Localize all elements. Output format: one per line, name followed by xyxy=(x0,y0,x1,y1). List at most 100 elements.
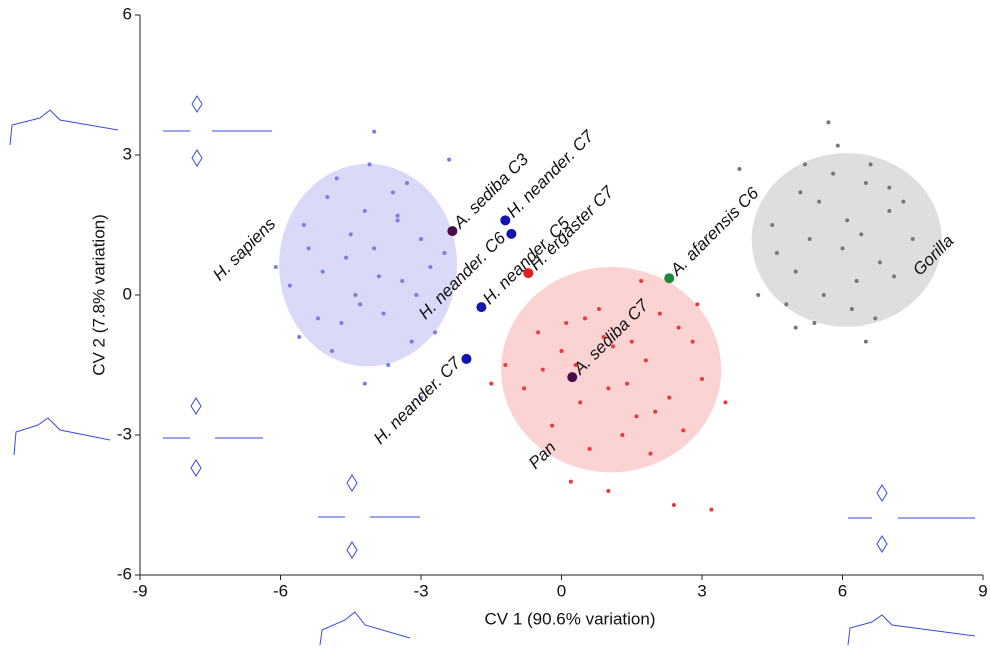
ellipse xyxy=(751,153,942,327)
point xyxy=(803,162,808,167)
point xyxy=(334,176,339,181)
point xyxy=(386,363,391,367)
point xyxy=(700,377,704,381)
point xyxy=(320,269,325,274)
point xyxy=(770,223,775,227)
point xyxy=(353,293,358,297)
y-tick-label: 0 xyxy=(123,284,132,303)
point xyxy=(503,363,508,367)
point xyxy=(376,274,381,279)
y-tick-label: -6 xyxy=(117,564,132,583)
point xyxy=(643,358,648,363)
point xyxy=(817,199,822,204)
x-tick-label: -9 xyxy=(132,581,147,600)
specimen-point xyxy=(664,273,675,284)
point xyxy=(414,293,419,297)
point xyxy=(587,447,592,451)
point xyxy=(358,302,363,307)
shape-diagrams xyxy=(9,95,976,646)
point xyxy=(428,265,433,269)
point xyxy=(667,395,672,400)
ellipse xyxy=(501,267,722,473)
point xyxy=(315,316,320,321)
point xyxy=(831,171,836,176)
point xyxy=(887,185,892,190)
point xyxy=(849,307,854,311)
point xyxy=(634,414,639,419)
point xyxy=(784,302,789,307)
specimen-point xyxy=(461,353,472,364)
point xyxy=(536,330,541,335)
point xyxy=(601,335,606,339)
point xyxy=(372,129,377,134)
point xyxy=(362,381,367,386)
point xyxy=(550,423,555,428)
point xyxy=(395,218,400,223)
point xyxy=(821,293,826,297)
point xyxy=(325,195,330,199)
point xyxy=(625,381,630,386)
point xyxy=(901,199,906,204)
point xyxy=(793,269,798,274)
point xyxy=(381,311,386,316)
point xyxy=(629,339,634,344)
y-axis-title: CV 2 (7.8% variation) xyxy=(89,214,108,376)
point xyxy=(606,386,611,391)
point xyxy=(863,181,868,185)
point xyxy=(301,223,306,227)
specimen-point xyxy=(567,372,578,383)
point xyxy=(653,409,658,414)
point xyxy=(887,209,892,213)
point xyxy=(419,395,423,400)
point xyxy=(648,451,653,456)
point xyxy=(826,120,831,125)
specimen-point xyxy=(500,215,511,226)
point xyxy=(522,386,527,391)
point xyxy=(330,349,335,353)
point xyxy=(273,265,278,269)
point xyxy=(657,311,662,316)
point xyxy=(611,344,616,349)
specimen-label: H. neander. C7 xyxy=(370,353,465,448)
group-label: H. sapiens xyxy=(209,214,280,285)
specimen-point xyxy=(523,268,534,279)
point xyxy=(489,381,494,386)
point xyxy=(892,274,897,279)
specimen-point xyxy=(447,226,458,237)
point xyxy=(859,232,864,237)
point xyxy=(447,157,452,162)
point xyxy=(695,302,700,307)
point xyxy=(756,293,761,297)
y-tick-label: 6 xyxy=(123,4,132,23)
point xyxy=(807,237,812,241)
point xyxy=(606,489,611,493)
point xyxy=(297,335,302,339)
point xyxy=(339,321,344,325)
point xyxy=(568,479,573,484)
point xyxy=(442,251,447,255)
x-tick-label: -3 xyxy=(413,581,428,600)
point xyxy=(596,307,601,311)
x-tick-label: 9 xyxy=(978,581,987,600)
point xyxy=(559,349,564,353)
point xyxy=(367,162,372,167)
point xyxy=(344,255,349,260)
point xyxy=(910,237,915,241)
point xyxy=(676,325,681,330)
point xyxy=(400,279,405,283)
point xyxy=(873,316,878,321)
y-tick-label: 3 xyxy=(123,144,132,163)
point xyxy=(582,316,587,321)
point xyxy=(868,162,873,167)
point xyxy=(681,428,686,433)
point xyxy=(348,232,353,237)
point xyxy=(433,330,438,335)
point xyxy=(404,181,409,185)
specimen-point xyxy=(506,228,517,239)
point xyxy=(573,363,578,367)
ellipse xyxy=(279,163,458,367)
point xyxy=(419,237,423,241)
point xyxy=(793,325,798,330)
point xyxy=(362,209,367,213)
